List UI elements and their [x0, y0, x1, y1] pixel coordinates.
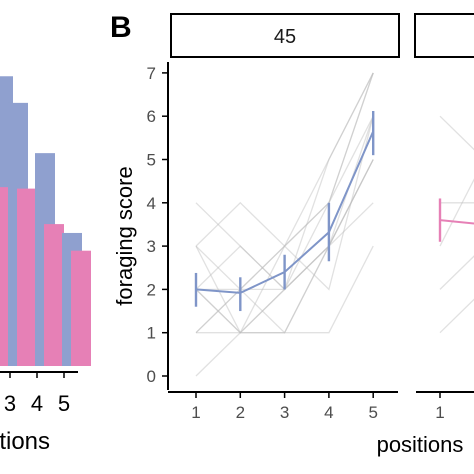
- facet-45-trajectory-9: [195, 245, 374, 334]
- facet-45-trajectory-10: [195, 72, 374, 248]
- facet-second-trajectory-4: [439, 115, 474, 151]
- facet-second-x-tick-label-1: 1: [435, 403, 444, 422]
- facet-45-trajectory-0: [196, 159, 374, 334]
- y-tick-label-7: 7: [147, 64, 156, 83]
- facet-45-trajectory-7: [195, 116, 374, 377]
- facet-strip-45: [170, 13, 400, 58]
- y-tick-label-1: 1: [147, 324, 156, 343]
- facet-second-trajectory-2: [439, 298, 474, 334]
- y-tick-label-4: 4: [147, 194, 156, 213]
- x-axis-title: positions: [377, 432, 464, 457]
- facet-45-trajectory-6: [196, 202, 374, 334]
- facet-45-x-tick-label-3: 3: [280, 403, 289, 422]
- y-tick-label-3: 3: [147, 237, 156, 256]
- bar-series2-4: [44, 224, 64, 366]
- facet-strip-second: [414, 13, 474, 58]
- panel-a-x-tick-label-3: 3: [4, 391, 16, 416]
- panel-b-label: B: [110, 11, 132, 44]
- y-tick-label-0: 0: [147, 367, 156, 386]
- panel-a-x-tick-label-5: 5: [58, 391, 70, 416]
- y-tick-label-6: 6: [147, 107, 156, 126]
- y-axis: 0 1 2 3 4 5 6 7: [147, 62, 169, 390]
- panel-a: 345 itions: [0, 76, 91, 455]
- facet-45-x-tick-label-2: 2: [236, 403, 245, 422]
- facet-strip-45-label: 45: [274, 26, 296, 48]
- y-axis-title: foraging score: [112, 166, 137, 305]
- facet-45-x-tick-label-1: 1: [191, 403, 200, 422]
- facet-45-trajectory-2: [195, 72, 374, 291]
- facet-45-x-tick-label-4: 4: [324, 403, 333, 422]
- facet-45-x-tick-label-5: 5: [368, 403, 377, 422]
- facet-second-mean-line: [439, 219, 474, 225]
- facet-second-trajectory-3: [439, 255, 474, 290]
- facet-45-trajectory-4: [195, 115, 374, 334]
- facet-45-trajectory-1: [195, 115, 374, 334]
- facet-45-trajectory-5: [195, 72, 374, 334]
- y-tick-label-5: 5: [147, 151, 156, 170]
- y-tick-label-2: 2: [147, 280, 156, 299]
- bar-partial-series2: [0, 187, 9, 366]
- panel-a-x-tick-label-4: 4: [31, 391, 43, 416]
- facet-second-trajectory-1: [439, 178, 474, 247]
- facet-second: 1: [416, 115, 474, 422]
- bar-series2-5: [71, 250, 91, 366]
- bar-series2-3: [17, 188, 37, 366]
- panel-a-x-axis-title: itions: [0, 428, 50, 455]
- facet-45: 1 2 3 4 5: [168, 72, 398, 422]
